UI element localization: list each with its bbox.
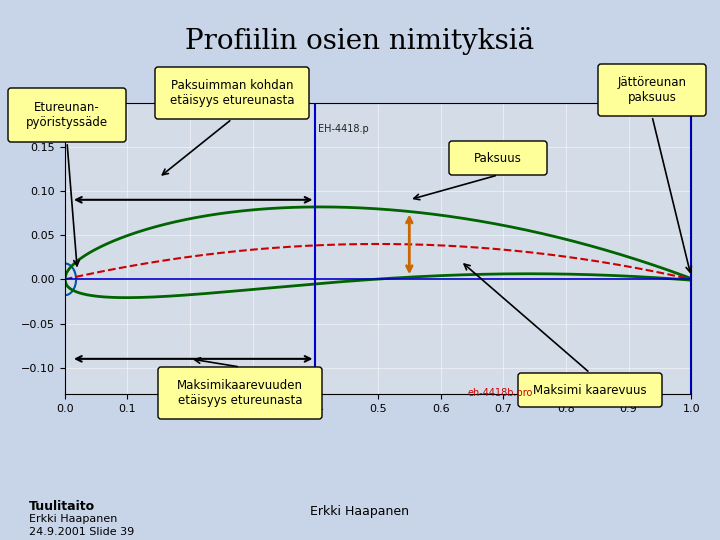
FancyBboxPatch shape	[158, 367, 322, 419]
Text: Maksimikaarevuuden
etäisyys etureunasta: Maksimikaarevuuden etäisyys etureunasta	[177, 379, 303, 407]
FancyBboxPatch shape	[518, 373, 662, 407]
Text: Erkki Haapanen: Erkki Haapanen	[29, 514, 117, 524]
Text: Erkki Haapanen: Erkki Haapanen	[310, 505, 410, 518]
FancyBboxPatch shape	[155, 67, 309, 119]
FancyBboxPatch shape	[598, 64, 706, 116]
Text: Paksuus: Paksuus	[474, 152, 522, 165]
FancyBboxPatch shape	[449, 141, 547, 175]
Text: Paksuimman kohdan
etäisyys etureunasta: Paksuimman kohdan etäisyys etureunasta	[170, 79, 294, 107]
Text: eh-4418b.pro: eh-4418b.pro	[468, 388, 534, 398]
Text: Jättöreunan
paksuus: Jättöreunan paksuus	[618, 76, 686, 104]
Text: EH-4418.p: EH-4418.p	[318, 124, 369, 134]
Text: Maksimi kaarevuus: Maksimi kaarevuus	[534, 383, 647, 396]
FancyBboxPatch shape	[8, 88, 126, 142]
Text: Tuulitaito: Tuulitaito	[29, 500, 95, 512]
Text: Profiilin osien nimityksiä: Profiilin osien nimityksiä	[186, 27, 534, 55]
Text: 24.9.2001 Slide 39: 24.9.2001 Slide 39	[29, 527, 134, 537]
Text: Etureunan-
pyöristyssäde: Etureunan- pyöristyssäde	[26, 101, 108, 129]
